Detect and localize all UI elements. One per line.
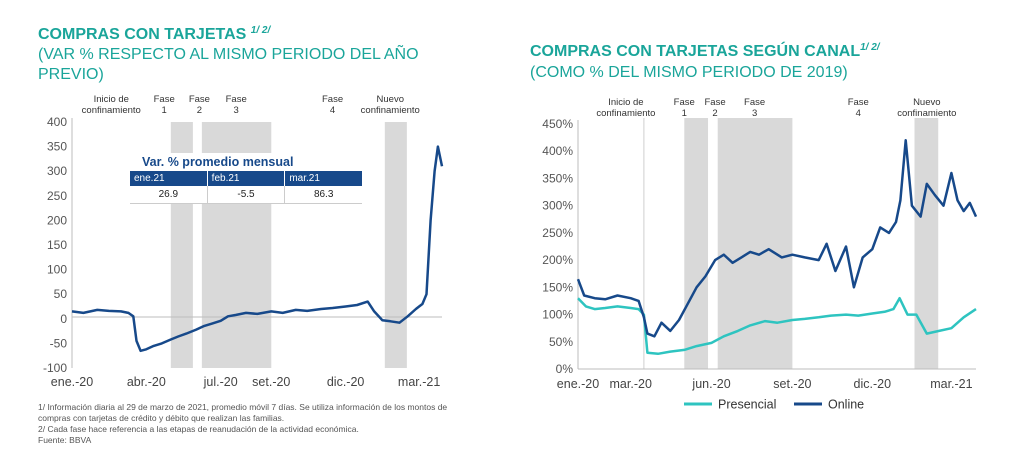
left-chart-subtitle-1: (VAR % RESPECTO AL MISMO PERIODO DEL AÑO bbox=[38, 46, 419, 63]
x-tick-label: ene.-20 bbox=[557, 377, 599, 391]
series-line-presencial bbox=[577, 296, 977, 356]
x-tick-label: jul.-20 bbox=[203, 375, 238, 389]
annotation-label: Inicio de bbox=[608, 97, 643, 108]
annotation-label: 2 bbox=[197, 105, 202, 116]
annotation-label: confinamiento bbox=[596, 108, 655, 119]
annotation-label: 3 bbox=[752, 108, 757, 119]
annotation-label: Fase bbox=[322, 94, 343, 105]
legend-label-presencial: Presencial bbox=[718, 398, 776, 412]
footnote-1: 1/ Información diaria al 29 de marzo de … bbox=[38, 402, 448, 412]
shaded-period-1 bbox=[717, 118, 793, 369]
summary-header-feb21: feb.21 bbox=[208, 171, 286, 186]
summary-header-mar21: mar.21 bbox=[289, 173, 320, 184]
y-tick-label: 400% bbox=[542, 144, 573, 158]
summary-table-title: Var. % promedio mensual bbox=[142, 155, 294, 169]
y-tick-label: 400 bbox=[47, 115, 67, 129]
y-tick-label: 200% bbox=[542, 253, 573, 267]
right-chart-panel: COMPRAS CON TARJETAS SEGÚN CANAL1/ 2/ (C… bbox=[512, 0, 1024, 473]
summary-value-mar21: 86.3 bbox=[313, 189, 334, 200]
annotation-label: Inicio de bbox=[94, 94, 129, 105]
left-chart-subtitle-2: PREVIO) bbox=[38, 66, 104, 83]
y-tick-label: 100% bbox=[542, 308, 573, 322]
x-tick-label: abr.-20 bbox=[127, 375, 166, 389]
annotation-label: Fase bbox=[848, 97, 869, 108]
annotation-label: Fase bbox=[154, 94, 175, 105]
annotation-label: confinamiento bbox=[361, 105, 420, 116]
annotation-label: Fase bbox=[226, 94, 247, 105]
y-tick-label: 450% bbox=[542, 117, 573, 131]
summary-value-feb21: -5.5 bbox=[208, 186, 286, 203]
right-title-text: COMPRAS CON TARJETAS SEGÚN CANAL bbox=[530, 43, 861, 60]
summary-table-value-row: 26.9 -5.5 86.3 bbox=[130, 186, 362, 204]
x-tick-label: mar.-21 bbox=[398, 375, 440, 389]
left-title-text: COMPRAS CON TARJETAS bbox=[38, 26, 247, 43]
series-line-online bbox=[576, 139, 978, 338]
shaded-period-0 bbox=[684, 118, 709, 369]
x-tick-label: dic.-20 bbox=[854, 377, 892, 391]
annotation-label: 3 bbox=[234, 105, 239, 116]
right-chart-subtitle: (COMO % DEL MISMO PERIODO DE 2019) bbox=[530, 64, 848, 81]
annotation-label: Nuevo bbox=[913, 97, 940, 108]
annotation-label: Fase bbox=[704, 97, 725, 108]
annotation-label: Fase bbox=[189, 94, 210, 105]
left-title-footnote-ref: 1/ 2/ bbox=[250, 25, 271, 36]
annotation-label: 4 bbox=[856, 108, 861, 119]
x-tick-label: mar.-20 bbox=[610, 377, 652, 391]
left-chart-title: COMPRAS CON TARJETAS 1/ 2/ bbox=[38, 25, 271, 44]
right-title-footnote-ref: 1/ 2/ bbox=[860, 42, 880, 53]
y-tick-label: 200 bbox=[47, 213, 67, 227]
x-tick-label: dic.-20 bbox=[327, 375, 365, 389]
y-tick-label: 350% bbox=[542, 171, 573, 185]
y-tick-label: 150% bbox=[542, 280, 573, 294]
y-tick-label: 250% bbox=[542, 226, 573, 240]
summary-value-ene21: 26.9 bbox=[130, 186, 208, 203]
x-tick-label: ene.-20 bbox=[51, 375, 93, 389]
y-tick-label: -100 bbox=[43, 361, 67, 375]
y-tick-label: 150 bbox=[47, 238, 67, 252]
right-chart-svg: 450% 400% 350% 300% 250% 200% 150% 100% 50% 0%ene… bbox=[542, 97, 978, 412]
x-tick-label: set.-20 bbox=[773, 377, 811, 391]
y-tick-label: 0 bbox=[60, 312, 67, 326]
monthly-summary-table: Var. % promedio mensual ene.21 feb.21 ma… bbox=[130, 153, 362, 204]
shaded-period-2 bbox=[914, 118, 939, 369]
annotation-label: Fase bbox=[744, 97, 765, 108]
left-chart-panel: COMPRAS CON TARJETAS 1/ 2/ (VAR % RESPEC… bbox=[38, 25, 448, 445]
shaded-period-2 bbox=[384, 122, 407, 368]
y-tick-label: 350 bbox=[47, 140, 67, 154]
summary-header-ene21: ene.21 bbox=[130, 171, 208, 186]
x-tick-label: mar.-21 bbox=[930, 377, 972, 391]
annotation-label: Fase bbox=[674, 97, 695, 108]
y-tick-label: 0% bbox=[556, 362, 574, 376]
y-tick-label: 250 bbox=[47, 189, 67, 203]
annotation-label: 2 bbox=[712, 108, 717, 119]
annotation-label: 4 bbox=[330, 105, 335, 116]
source-note: Fuente: BBVA bbox=[38, 435, 92, 445]
legend-label-online: Online bbox=[828, 398, 864, 412]
x-tick-label: jun.-20 bbox=[691, 377, 730, 391]
annotation-label: 1 bbox=[682, 108, 687, 119]
footnote-2: 2/ Cada fase hace referencia a las etapa… bbox=[38, 424, 359, 434]
series-line-0 bbox=[71, 145, 444, 353]
right-chart-title: COMPRAS CON TARJETAS SEGÚN CANAL1/ 2/ bbox=[530, 42, 880, 61]
annotation-label: confinamiento bbox=[897, 108, 956, 119]
footnote-1-cont: compras con tarjetas de crédito y débito… bbox=[38, 413, 285, 423]
annotation-label: 1 bbox=[162, 105, 167, 116]
y-tick-label: -50 bbox=[50, 336, 68, 350]
y-tick-label: 50% bbox=[549, 335, 573, 349]
y-tick-label: 300 bbox=[47, 164, 67, 178]
x-tick-label: set.-20 bbox=[252, 375, 290, 389]
annotation-label: confinamiento bbox=[82, 105, 141, 116]
y-tick-label: 300% bbox=[542, 199, 573, 213]
y-tick-label: 50 bbox=[54, 287, 68, 301]
annotation-label: Nuevo bbox=[377, 94, 404, 105]
y-tick-label: 100 bbox=[47, 263, 67, 277]
summary-table-header-row: ene.21 feb.21 mar.21 bbox=[130, 171, 362, 186]
